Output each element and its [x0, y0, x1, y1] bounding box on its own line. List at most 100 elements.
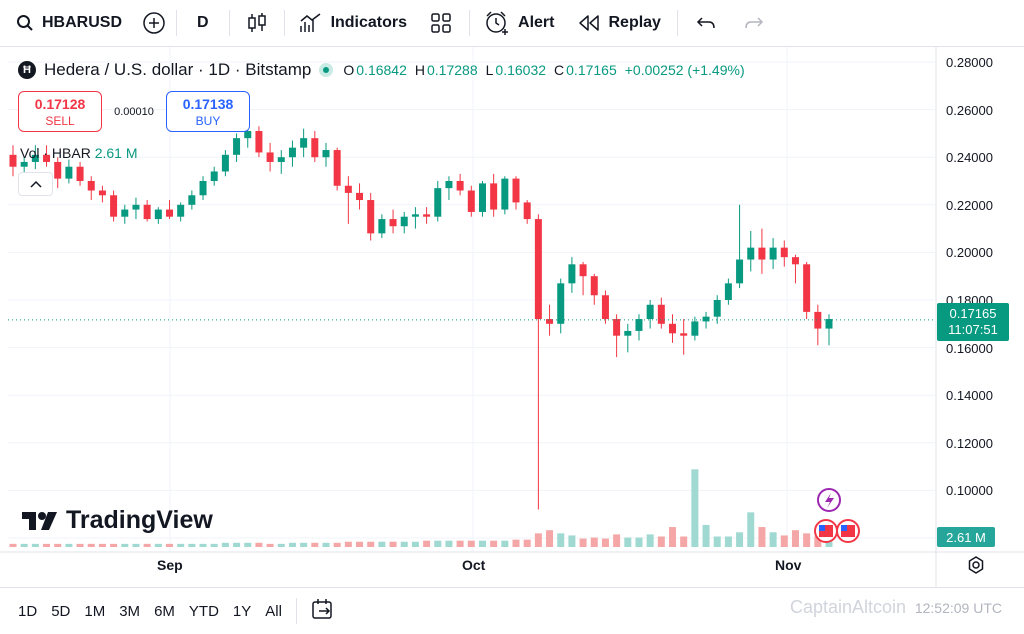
candle-body[interactable]: [713, 300, 721, 317]
candle-body[interactable]: [121, 209, 129, 217]
candle-body[interactable]: [814, 311, 822, 329]
candle-body[interactable]: [601, 295, 609, 320]
range-1m[interactable]: 1M: [84, 602, 106, 620]
candle-body[interactable]: [188, 195, 196, 205]
candle-body[interactable]: [803, 264, 811, 312]
compare-symbol-button[interactable]: [132, 0, 176, 47]
candle-body[interactable]: [534, 219, 542, 320]
go-to-date-button[interactable]: [311, 597, 335, 626]
candle-body[interactable]: [646, 304, 654, 320]
candle-body[interactable]: [456, 181, 464, 191]
price-chart[interactable]: [0, 47, 1024, 587]
chart-type-button[interactable]: [230, 0, 284, 47]
candle-body[interactable]: [523, 202, 531, 220]
candle-body[interactable]: [221, 154, 229, 172]
candle-body[interactable]: [445, 181, 453, 189]
candle-body[interactable]: [590, 276, 598, 296]
indicators-button[interactable]: Indicators: [285, 0, 419, 47]
candle-body[interactable]: [691, 321, 699, 336]
candle-body[interactable]: [177, 204, 185, 217]
candle-body[interactable]: [43, 154, 51, 162]
candle-body[interactable]: [423, 214, 431, 217]
symbol-title[interactable]: Hedera / U.S. dollar · 1D · Bitstamp: [44, 60, 312, 79]
candle-body[interactable]: [490, 183, 498, 210]
candle-body[interactable]: [635, 319, 643, 331]
interval-button[interactable]: D: [177, 0, 229, 47]
range-6m[interactable]: 6M: [154, 602, 175, 620]
candle-body[interactable]: [557, 283, 565, 324]
settings-button[interactable]: [966, 555, 986, 580]
candle-body[interactable]: [311, 138, 319, 158]
symbol-search-button[interactable]: HBARUSD: [0, 0, 132, 47]
range-3m[interactable]: 3M: [119, 602, 141, 620]
volume-legend[interactable]: Vol · HBAR 2.61 M: [20, 145, 138, 161]
candle-body[interactable]: [613, 319, 621, 336]
alert-button[interactable]: Alert: [470, 0, 566, 47]
candle-body[interactable]: [546, 319, 554, 324]
candle-body[interactable]: [579, 264, 587, 277]
candle-body[interactable]: [501, 178, 509, 210]
candle-body[interactable]: [165, 209, 173, 217]
candle-body[interactable]: [333, 150, 341, 186]
candle-body[interactable]: [758, 247, 766, 260]
candle-body[interactable]: [791, 257, 799, 265]
range-1d[interactable]: 1D: [18, 602, 38, 620]
candle-body[interactable]: [747, 247, 755, 260]
redo-button[interactable]: [730, 0, 778, 47]
candle-body[interactable]: [478, 183, 486, 212]
candle-body[interactable]: [277, 157, 285, 162]
candle-body[interactable]: [434, 188, 442, 217]
candle-body[interactable]: [344, 185, 352, 193]
range-1y[interactable]: 1Y: [232, 602, 252, 620]
candle-body[interactable]: [512, 178, 520, 203]
candle-body[interactable]: [724, 283, 732, 300]
candle-body[interactable]: [288, 147, 296, 158]
tradingview-logo[interactable]: TradingView: [22, 506, 213, 535]
candle-body[interactable]: [400, 216, 408, 227]
candle-body[interactable]: [87, 181, 95, 191]
candle-body[interactable]: [255, 131, 263, 153]
candlestick-chart[interactable]: [0, 47, 1024, 587]
candle-body[interactable]: [199, 181, 207, 196]
candle-body[interactable]: [98, 190, 106, 196]
candle-body[interactable]: [9, 154, 17, 167]
candle-body[interactable]: [702, 316, 710, 322]
candle-body[interactable]: [624, 330, 632, 336]
range-ytd[interactable]: YTD: [188, 602, 219, 620]
candle-body[interactable]: [780, 247, 788, 258]
candle-body[interactable]: [154, 209, 162, 220]
candle-body[interactable]: [378, 219, 386, 234]
undo-button[interactable]: [678, 0, 730, 47]
candle-body[interactable]: [356, 192, 364, 201]
candle-body[interactable]: [568, 264, 576, 284]
candle-body[interactable]: [467, 190, 475, 212]
candle-body[interactable]: [20, 161, 28, 167]
market-status-icon[interactable]: [319, 63, 334, 77]
candle-body[interactable]: [367, 200, 375, 234]
range-all[interactable]: All: [265, 602, 282, 620]
candle-body[interactable]: [233, 138, 241, 155]
candle-body[interactable]: [322, 150, 330, 158]
candle-body[interactable]: [143, 204, 151, 220]
candle-body[interactable]: [825, 319, 833, 329]
candle-body[interactable]: [65, 166, 73, 179]
candle-body[interactable]: [736, 259, 744, 284]
candle-body[interactable]: [132, 204, 140, 210]
candle-body[interactable]: [669, 323, 677, 334]
candle-body[interactable]: [110, 195, 118, 217]
candle-body[interactable]: [210, 171, 218, 181]
candle-body[interactable]: [244, 131, 252, 139]
candle-body[interactable]: [266, 152, 274, 162]
candle-body[interactable]: [680, 333, 688, 336]
sell-button[interactable]: 0.17128 SELL: [18, 91, 102, 132]
range-5d[interactable]: 5D: [51, 602, 71, 620]
replay-button[interactable]: Replay: [566, 0, 676, 47]
templates-button[interactable]: [419, 0, 469, 47]
candle-body[interactable]: [389, 219, 397, 227]
candle-body[interactable]: [769, 247, 777, 260]
candle-body[interactable]: [76, 166, 84, 181]
collapse-legend-button[interactable]: [18, 172, 53, 196]
candle-body[interactable]: [411, 214, 419, 217]
candle-body[interactable]: [31, 154, 39, 162]
buy-button[interactable]: 0.17138 BUY: [166, 91, 250, 132]
